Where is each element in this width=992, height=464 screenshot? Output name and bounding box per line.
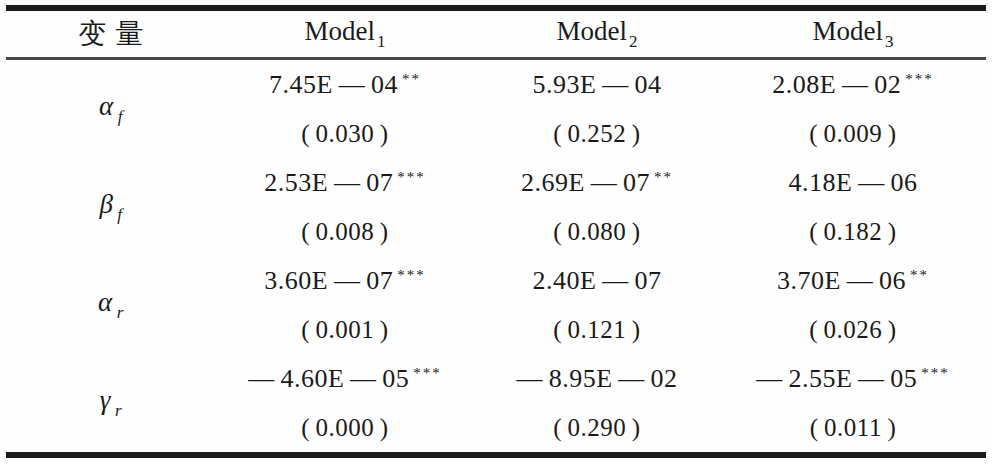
coef-value: — 2.55E — 05 bbox=[756, 364, 917, 393]
pvalue-cell: ( 0.026 ) bbox=[720, 305, 986, 354]
coef-cell: 3.70E — 06** bbox=[720, 256, 986, 305]
table-body: αf 7.45E — 04** 5.93E — 04 2.08E — 02***… bbox=[6, 59, 986, 456]
significance-stars: ** bbox=[654, 169, 673, 185]
column-header-model3: Model3 bbox=[720, 8, 986, 59]
model1-label: Model bbox=[305, 16, 376, 46]
coef-cell: 2.69E — 07** bbox=[474, 158, 720, 207]
regression-table-page: 变量 Model1 Model2 Model3 αf 7.45E — 04** … bbox=[0, 0, 992, 464]
variable-subscript: f bbox=[118, 107, 123, 126]
coef-value: 4.18E — 06 bbox=[789, 168, 918, 197]
variable-label-gamma-r: γr bbox=[6, 354, 216, 455]
coef-cell: 4.18E — 06 bbox=[720, 158, 986, 207]
variable-subscript: r bbox=[115, 401, 122, 420]
coef-value: 2.53E — 07 bbox=[264, 168, 393, 197]
table-row: γr — 4.60E — 05*** — 8.95E — 02 — 2.55E … bbox=[6, 354, 986, 403]
column-header-model2: Model2 bbox=[474, 8, 720, 59]
significance-stars: *** bbox=[921, 365, 950, 381]
variable-symbol: α bbox=[98, 287, 113, 317]
pvalue-cell: ( 0.008 ) bbox=[216, 207, 474, 256]
table-row: αr 3.60E — 07*** 2.40E — 07 3.70E — 06** bbox=[6, 256, 986, 305]
variable-symbol: γ bbox=[100, 385, 111, 415]
model3-label: Model bbox=[813, 16, 884, 46]
pvalue-cell: ( 0.182 ) bbox=[720, 207, 986, 256]
coef-value: 3.60E — 07 bbox=[264, 266, 393, 295]
pvalue-cell: ( 0.011 ) bbox=[720, 403, 986, 455]
pvalue-cell: ( 0.000 ) bbox=[216, 403, 474, 455]
table-row: αf 7.45E — 04** 5.93E — 04 2.08E — 02*** bbox=[6, 59, 986, 110]
coef-cell: 2.40E — 07 bbox=[474, 256, 720, 305]
significance-stars: *** bbox=[413, 365, 442, 381]
coef-value: 2.08E — 02 bbox=[772, 70, 901, 99]
variable-label-beta-f: βf bbox=[6, 158, 216, 256]
regression-results-table: 变量 Model1 Model2 Model3 αf 7.45E — 04** … bbox=[6, 5, 986, 458]
coef-cell: 7.45E — 04** bbox=[216, 59, 474, 110]
coef-cell: — 4.60E — 05*** bbox=[216, 354, 474, 403]
pvalue-cell: ( 0.030 ) bbox=[216, 109, 474, 158]
significance-stars: ** bbox=[910, 267, 929, 283]
coef-cell: 2.08E — 02*** bbox=[720, 59, 986, 110]
model2-label: Model bbox=[557, 16, 628, 46]
coef-value: 2.40E — 07 bbox=[533, 266, 662, 295]
coef-value: 3.70E — 06 bbox=[777, 266, 906, 295]
coef-value: — 4.60E — 05 bbox=[248, 364, 409, 393]
coef-cell: — 8.95E — 02 bbox=[474, 354, 720, 403]
pvalue-cell: ( 0.009 ) bbox=[720, 109, 986, 158]
model3-subscript: 3 bbox=[885, 32, 894, 51]
pvalue-cell: ( 0.290 ) bbox=[474, 403, 720, 455]
variable-label-alpha-r: αr bbox=[6, 256, 216, 354]
significance-stars: *** bbox=[397, 169, 426, 185]
pvalue-cell: ( 0.121 ) bbox=[474, 305, 720, 354]
significance-stars: *** bbox=[905, 71, 934, 87]
table-row: βf 2.53E — 07*** 2.69E — 07** 4.18E — 06 bbox=[6, 158, 986, 207]
coef-value: — 8.95E — 02 bbox=[517, 364, 678, 393]
variable-subscript: r bbox=[117, 303, 124, 322]
significance-stars: *** bbox=[397, 267, 426, 283]
coef-cell: 5.93E — 04 bbox=[474, 59, 720, 110]
column-header-variable: 变量 bbox=[6, 8, 216, 59]
variable-symbol: α bbox=[99, 91, 114, 121]
coef-value: 2.69E — 07 bbox=[521, 168, 650, 197]
significance-stars: ** bbox=[402, 71, 421, 87]
variable-subscript: f bbox=[117, 205, 122, 224]
coef-cell: 2.53E — 07*** bbox=[216, 158, 474, 207]
coef-cell: — 2.55E — 05*** bbox=[720, 354, 986, 403]
pvalue-cell: ( 0.252 ) bbox=[474, 109, 720, 158]
table-header: 变量 Model1 Model2 Model3 bbox=[6, 8, 986, 59]
header-row: 变量 Model1 Model2 Model3 bbox=[6, 8, 986, 59]
model2-subscript: 2 bbox=[629, 32, 638, 51]
coef-value: 7.45E — 04 bbox=[269, 70, 398, 99]
model1-subscript: 1 bbox=[377, 32, 386, 51]
variable-label-alpha-f: αf bbox=[6, 59, 216, 159]
pvalue-cell: ( 0.001 ) bbox=[216, 305, 474, 354]
coef-value: 5.93E — 04 bbox=[533, 70, 662, 99]
coef-cell: 3.60E — 07*** bbox=[216, 256, 474, 305]
pvalue-cell: ( 0.080 ) bbox=[474, 207, 720, 256]
variable-symbol: β bbox=[99, 189, 113, 219]
column-header-model1: Model1 bbox=[216, 8, 474, 59]
